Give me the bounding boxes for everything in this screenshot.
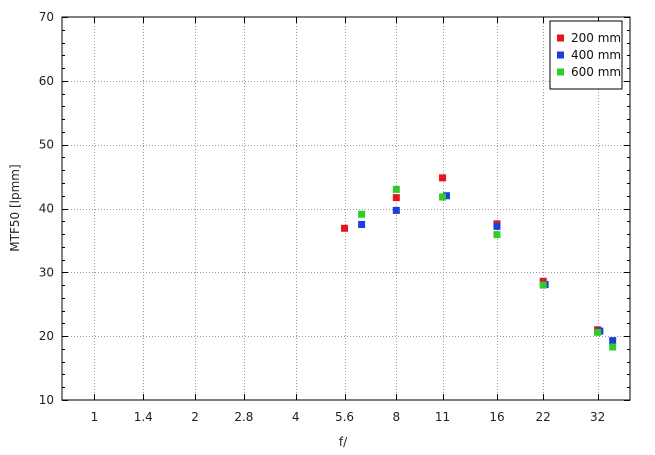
legend-swatch <box>557 34 564 42</box>
tick-labels: 10 20 30 40 50 60 70 1 1.4 2 2.8 4 5.6 8 11 16 22 32 <box>39 10 606 424</box>
grid-lines <box>62 17 630 400</box>
y-tick-label: 60 <box>39 74 54 88</box>
y-axis-label: MTF50 [lpmm] <box>8 164 22 251</box>
x-tick-label: 11 <box>435 410 450 424</box>
data-point <box>609 337 617 345</box>
data-point <box>609 343 617 351</box>
y-tick-label: 40 <box>39 202 54 216</box>
data-point <box>341 224 349 232</box>
x-tick-label: 1 <box>91 410 99 424</box>
legend-swatch <box>557 51 564 59</box>
x-tick-label: 22 <box>536 410 551 424</box>
x-tick-label: 16 <box>489 410 504 424</box>
data-point <box>539 281 547 289</box>
data-point <box>439 193 447 201</box>
data-point <box>594 328 602 336</box>
axis-ticks <box>62 17 630 401</box>
data-point <box>358 210 366 218</box>
x-tick-label: 2.8 <box>234 410 253 424</box>
x-axis-label: f/ <box>339 435 348 449</box>
data-point <box>493 222 501 230</box>
data-point <box>439 174 447 182</box>
x-tick-label: 2 <box>191 410 199 424</box>
legend-swatch <box>557 68 564 76</box>
legend-label: 200 mm <box>571 31 621 45</box>
data-point <box>358 220 366 228</box>
x-tick-label: 4 <box>292 410 300 424</box>
x-tick-label: 1.4 <box>134 410 153 424</box>
legend-label: 400 mm <box>571 48 621 62</box>
data-point <box>392 194 400 202</box>
data-point <box>442 192 450 200</box>
x-tick-label: 8 <box>392 410 400 424</box>
data-point <box>493 231 501 239</box>
y-tick-label: 70 <box>39 10 54 24</box>
y-tick-label: 50 <box>39 138 54 152</box>
y-tick-label: 10 <box>39 393 54 407</box>
data-points <box>341 174 617 351</box>
y-tick-label: 30 <box>39 265 54 279</box>
x-tick-label: 32 <box>590 410 605 424</box>
x-tick-label: 5.6 <box>335 410 354 424</box>
legend-label: 600 mm <box>571 65 621 79</box>
data-point <box>392 206 400 214</box>
legend: 200 mm 400 mm 600 mm <box>549 20 623 90</box>
data-point <box>392 185 400 193</box>
y-tick-label: 20 <box>39 329 54 343</box>
